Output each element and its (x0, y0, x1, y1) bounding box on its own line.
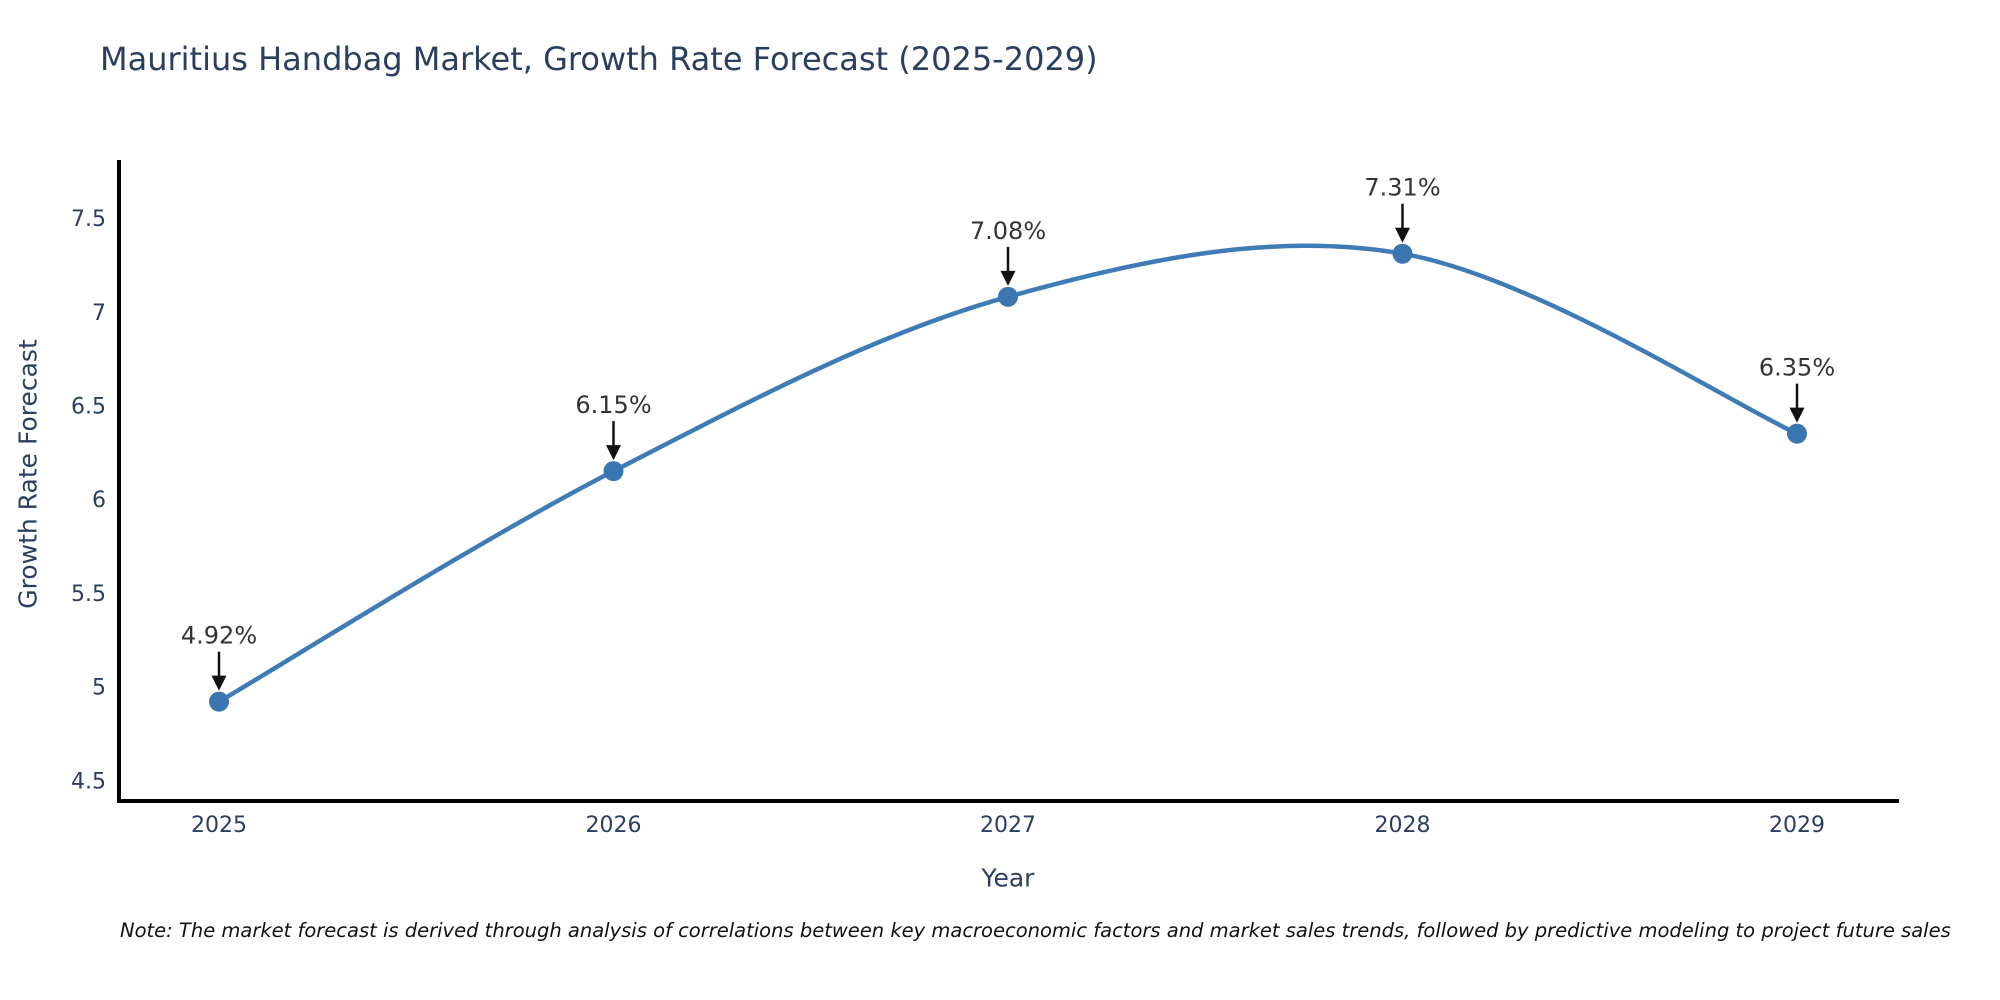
y-tick-label: 7.5 (71, 207, 106, 232)
annotation-arrow-head-icon (1789, 407, 1805, 423)
footnote: Note: The market forecast is derived thr… (120, 919, 1951, 942)
y-tick-label: 5 (92, 676, 106, 701)
data-point-marker (998, 286, 1018, 307)
annotation-arrow-head-icon (1395, 227, 1410, 243)
y-tick-label: 5.5 (71, 582, 106, 607)
point-annotation-label: 6.15% (575, 391, 651, 419)
point-annotation-label: 6.35% (1759, 354, 1835, 382)
x-tick-label: 2027 (980, 813, 1036, 838)
data-point-marker (603, 461, 624, 482)
y-tick-label: 6 (92, 488, 106, 513)
x-tick-label: 2026 (586, 813, 642, 838)
point-annotation-label: 7.08% (970, 217, 1046, 245)
data-point-marker (1392, 243, 1413, 264)
data-point-marker (209, 691, 229, 712)
x-tick-label: 2028 (1375, 813, 1431, 838)
annotation-arrow-head-icon (606, 445, 621, 461)
x-axis-title: Year (981, 863, 1035, 893)
trend-line (216, 243, 1800, 704)
x-tick-label: 2025 (191, 813, 247, 838)
x-tick-label: 2029 (1769, 813, 1825, 838)
y-tick-label: 7 (92, 301, 106, 326)
point-annotation-label: 7.31% (1364, 174, 1440, 202)
annotation-arrow-head-icon (211, 675, 227, 691)
data-point-marker (1787, 423, 1807, 444)
annotation-arrow-head-icon (1000, 270, 1016, 286)
y-tick-label: 4.5 (71, 769, 106, 794)
y-tick-label: 6.5 (71, 395, 106, 420)
chart-title: Mauritius Handbag Market, Growth Rate Fo… (100, 40, 1098, 78)
point-annotation-label: 4.92% (181, 622, 257, 650)
